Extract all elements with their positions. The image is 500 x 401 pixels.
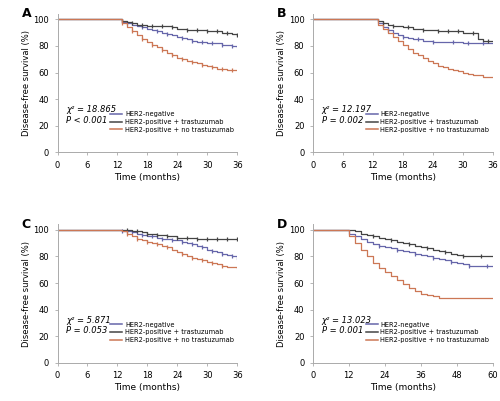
Text: χ² = 18.865
P < 0.001: χ² = 18.865 P < 0.001 xyxy=(66,105,116,125)
Text: A: A xyxy=(22,7,31,20)
Text: χ² = 5.871
P = 0.053: χ² = 5.871 P = 0.053 xyxy=(66,316,111,335)
Text: B: B xyxy=(277,7,286,20)
Legend: HER2-negative, HER2-positive + trastuzumab, HER2-positive + no trastuzumab: HER2-negative, HER2-positive + trastuzum… xyxy=(110,322,234,343)
Y-axis label: Disease-free survival (%): Disease-free survival (%) xyxy=(22,241,30,347)
Text: C: C xyxy=(22,217,30,231)
X-axis label: Time (months): Time (months) xyxy=(114,172,180,182)
Y-axis label: Disease-free survival (%): Disease-free survival (%) xyxy=(277,241,286,347)
Text: χ² = 13.023
P = 0.001: χ² = 13.023 P = 0.001 xyxy=(322,316,372,335)
Text: D: D xyxy=(277,217,287,231)
X-axis label: Time (months): Time (months) xyxy=(370,383,436,392)
Y-axis label: Disease-free survival (%): Disease-free survival (%) xyxy=(277,30,286,136)
Text: χ² = 12.197
P = 0.002: χ² = 12.197 P = 0.002 xyxy=(322,105,372,125)
X-axis label: Time (months): Time (months) xyxy=(114,383,180,392)
X-axis label: Time (months): Time (months) xyxy=(370,172,436,182)
Legend: HER2-negative, HER2-positive + trastuzumab, HER2-positive + no trastuzumab: HER2-negative, HER2-positive + trastuzum… xyxy=(110,111,234,132)
Legend: HER2-negative, HER2-positive + trastuzumab, HER2-positive + no trastuzumab: HER2-negative, HER2-positive + trastuzum… xyxy=(366,111,489,132)
Legend: HER2-negative, HER2-positive + trastuzumab, HER2-positive + no trastuzumab: HER2-negative, HER2-positive + trastuzum… xyxy=(366,322,489,343)
Y-axis label: Disease-free survival (%): Disease-free survival (%) xyxy=(22,30,30,136)
